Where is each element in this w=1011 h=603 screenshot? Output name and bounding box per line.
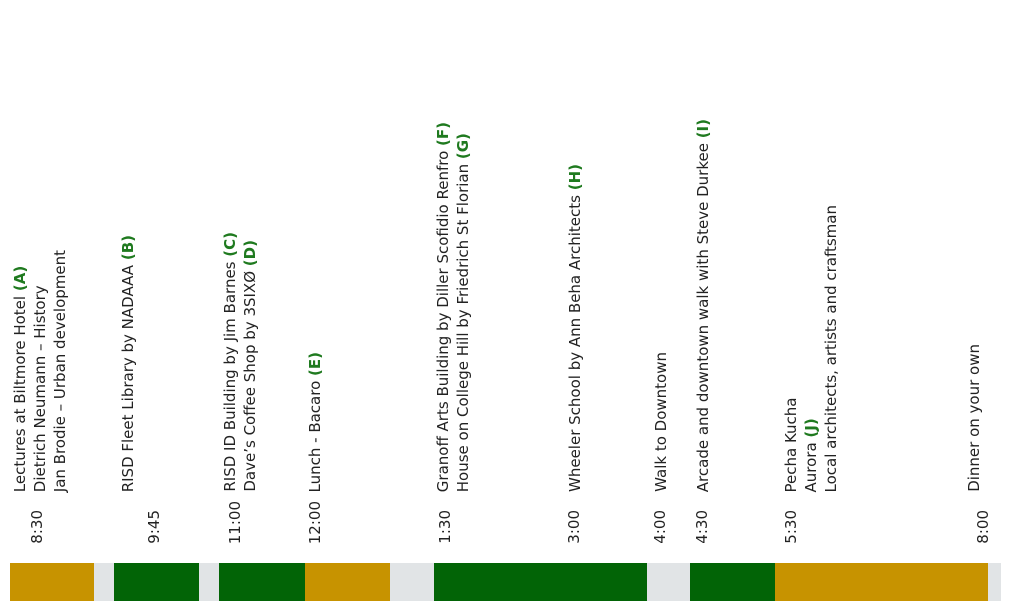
entry-text: Arcade and downtown walk with Steve Durk… xyxy=(694,138,712,492)
schedule-entry: Walk to Downtown xyxy=(651,352,671,492)
timeline-segment-green xyxy=(219,563,305,601)
schedule-time: 11:00 xyxy=(226,500,244,544)
schedule-time: 5:30 xyxy=(782,510,800,544)
location-tag: (A) xyxy=(11,265,29,291)
schedule-entry-line: Walk to Downtown xyxy=(651,352,671,492)
entry-text: Pecha Kucha xyxy=(782,397,800,492)
schedule-entry-line: Pecha Kucha xyxy=(781,205,801,492)
entry-text: Dinner on your own xyxy=(965,344,983,492)
schedule-entry: Lunch - Bacaro (E) xyxy=(305,352,325,492)
schedule-entry: Arcade and downtown walk with Steve Durk… xyxy=(693,119,713,492)
schedule-time: 3:00 xyxy=(565,510,583,544)
schedule-entry: Wheeler School by Ann Beha Architects (H… xyxy=(565,164,585,492)
schedule-time: 1:30 xyxy=(436,510,454,544)
schedule-entry-line: Dietrich Neumann – History xyxy=(30,250,50,492)
timeline-segment-green xyxy=(690,563,775,601)
timeline-segment-green xyxy=(434,563,647,601)
schedule-entry-line: Granoff Arts Building by Diller Scofidio… xyxy=(433,122,453,492)
schedule-time: 9:45 xyxy=(145,510,163,544)
schedule-time: 12:00 xyxy=(306,500,324,544)
schedule-time: 8:30 xyxy=(28,510,46,544)
timeline-segment-grey xyxy=(988,563,1001,601)
location-tag: (B) xyxy=(119,234,137,260)
location-tag: (J) xyxy=(802,417,820,438)
entry-text: RISD Fleet Library by NADAAA xyxy=(119,259,137,492)
entry-text: Dietrich Neumann – History xyxy=(31,285,49,492)
timeline-segment-green xyxy=(114,563,199,601)
schedule-entry: RISD ID Building by Jim Barnes (C) Dave’s… xyxy=(220,232,260,492)
schedule-entry: Lectures at Biltmore Hotel (A) Dietrich N… xyxy=(10,250,70,492)
location-tag: (D) xyxy=(241,240,259,267)
schedule-entry: Pecha Kucha Aurora (J) Local architects, a… xyxy=(781,205,841,493)
timeline-segment-gold xyxy=(775,563,988,601)
location-tag: (I) xyxy=(694,118,712,139)
schedule-time: 4:30 xyxy=(693,510,711,544)
entry-text: Wheeler School by Ann Beha Architects xyxy=(566,190,584,492)
schedule-entry-line: Lectures at Biltmore Hotel (A) xyxy=(10,250,30,492)
location-tag: (E) xyxy=(306,351,324,376)
schedule-entry-line: RISD Fleet Library by NADAAA (B) xyxy=(118,235,138,492)
schedule-entry: RISD Fleet Library by NADAAA (B) xyxy=(118,235,138,492)
schedule-entry: Granoff Arts Building by Diller Scofidio… xyxy=(433,122,473,492)
entry-text: House on College Hill by Friedrich St Fl… xyxy=(454,158,472,492)
timeline-segment-grey xyxy=(647,563,690,601)
entry-text: Granoff Arts Building by Diller Scofidio… xyxy=(434,145,452,492)
timeline-segment-grey xyxy=(390,563,434,601)
schedule-time: 4:00 xyxy=(651,510,669,544)
entry-text: Lectures at Biltmore Hotel xyxy=(11,290,29,492)
entry-text: Aurora xyxy=(802,437,820,492)
location-tag: (H) xyxy=(566,164,584,191)
entry-text: Local architects, artists and craftsman xyxy=(822,204,840,493)
schedule-entry-line: Arcade and downtown walk with Steve Durk… xyxy=(693,119,713,492)
schedule-entry: Dinner on your own xyxy=(964,344,984,492)
schedule-entry-line: Aurora (J) xyxy=(801,205,821,492)
schedule-entry-line: RISD ID Building by Jim Barnes (C) xyxy=(220,232,240,492)
entry-text: Jan Brodie – Urban development xyxy=(51,249,69,492)
entry-text: Walk to Downtown xyxy=(652,352,670,492)
entry-text: Lunch - Bacaro xyxy=(306,375,324,492)
location-tag: (F) xyxy=(434,121,452,146)
schedule-entry-line: House on College Hill by Friedrich St Fl… xyxy=(453,122,473,492)
schedule-entry-line: Dinner on your own xyxy=(964,344,984,492)
timeline-segment-grey xyxy=(199,563,219,601)
timeline-segment-grey xyxy=(94,563,114,601)
location-tag: (G) xyxy=(454,132,472,159)
schedule-entry-line: Dave’s Coffee Shop by 3SIXØ (D) xyxy=(240,232,260,492)
entry-text: Dave’s Coffee Shop by 3SIXØ xyxy=(241,266,259,492)
timeline-segment-gold xyxy=(10,563,94,601)
schedule-entry-line: Jan Brodie – Urban development xyxy=(50,250,70,492)
schedule-entry-line: Wheeler School by Ann Beha Architects (H… xyxy=(565,164,585,492)
entry-text: RISD ID Building by Jim Barnes xyxy=(221,257,239,492)
schedule-entry-line: Lunch - Bacaro (E) xyxy=(305,352,325,492)
schedule-time: 8:00 xyxy=(974,510,992,544)
schedule-entry-line: Local architects, artists and craftsman xyxy=(821,205,841,493)
location-tag: (C) xyxy=(221,232,239,258)
timeline-segment-gold xyxy=(305,563,390,601)
